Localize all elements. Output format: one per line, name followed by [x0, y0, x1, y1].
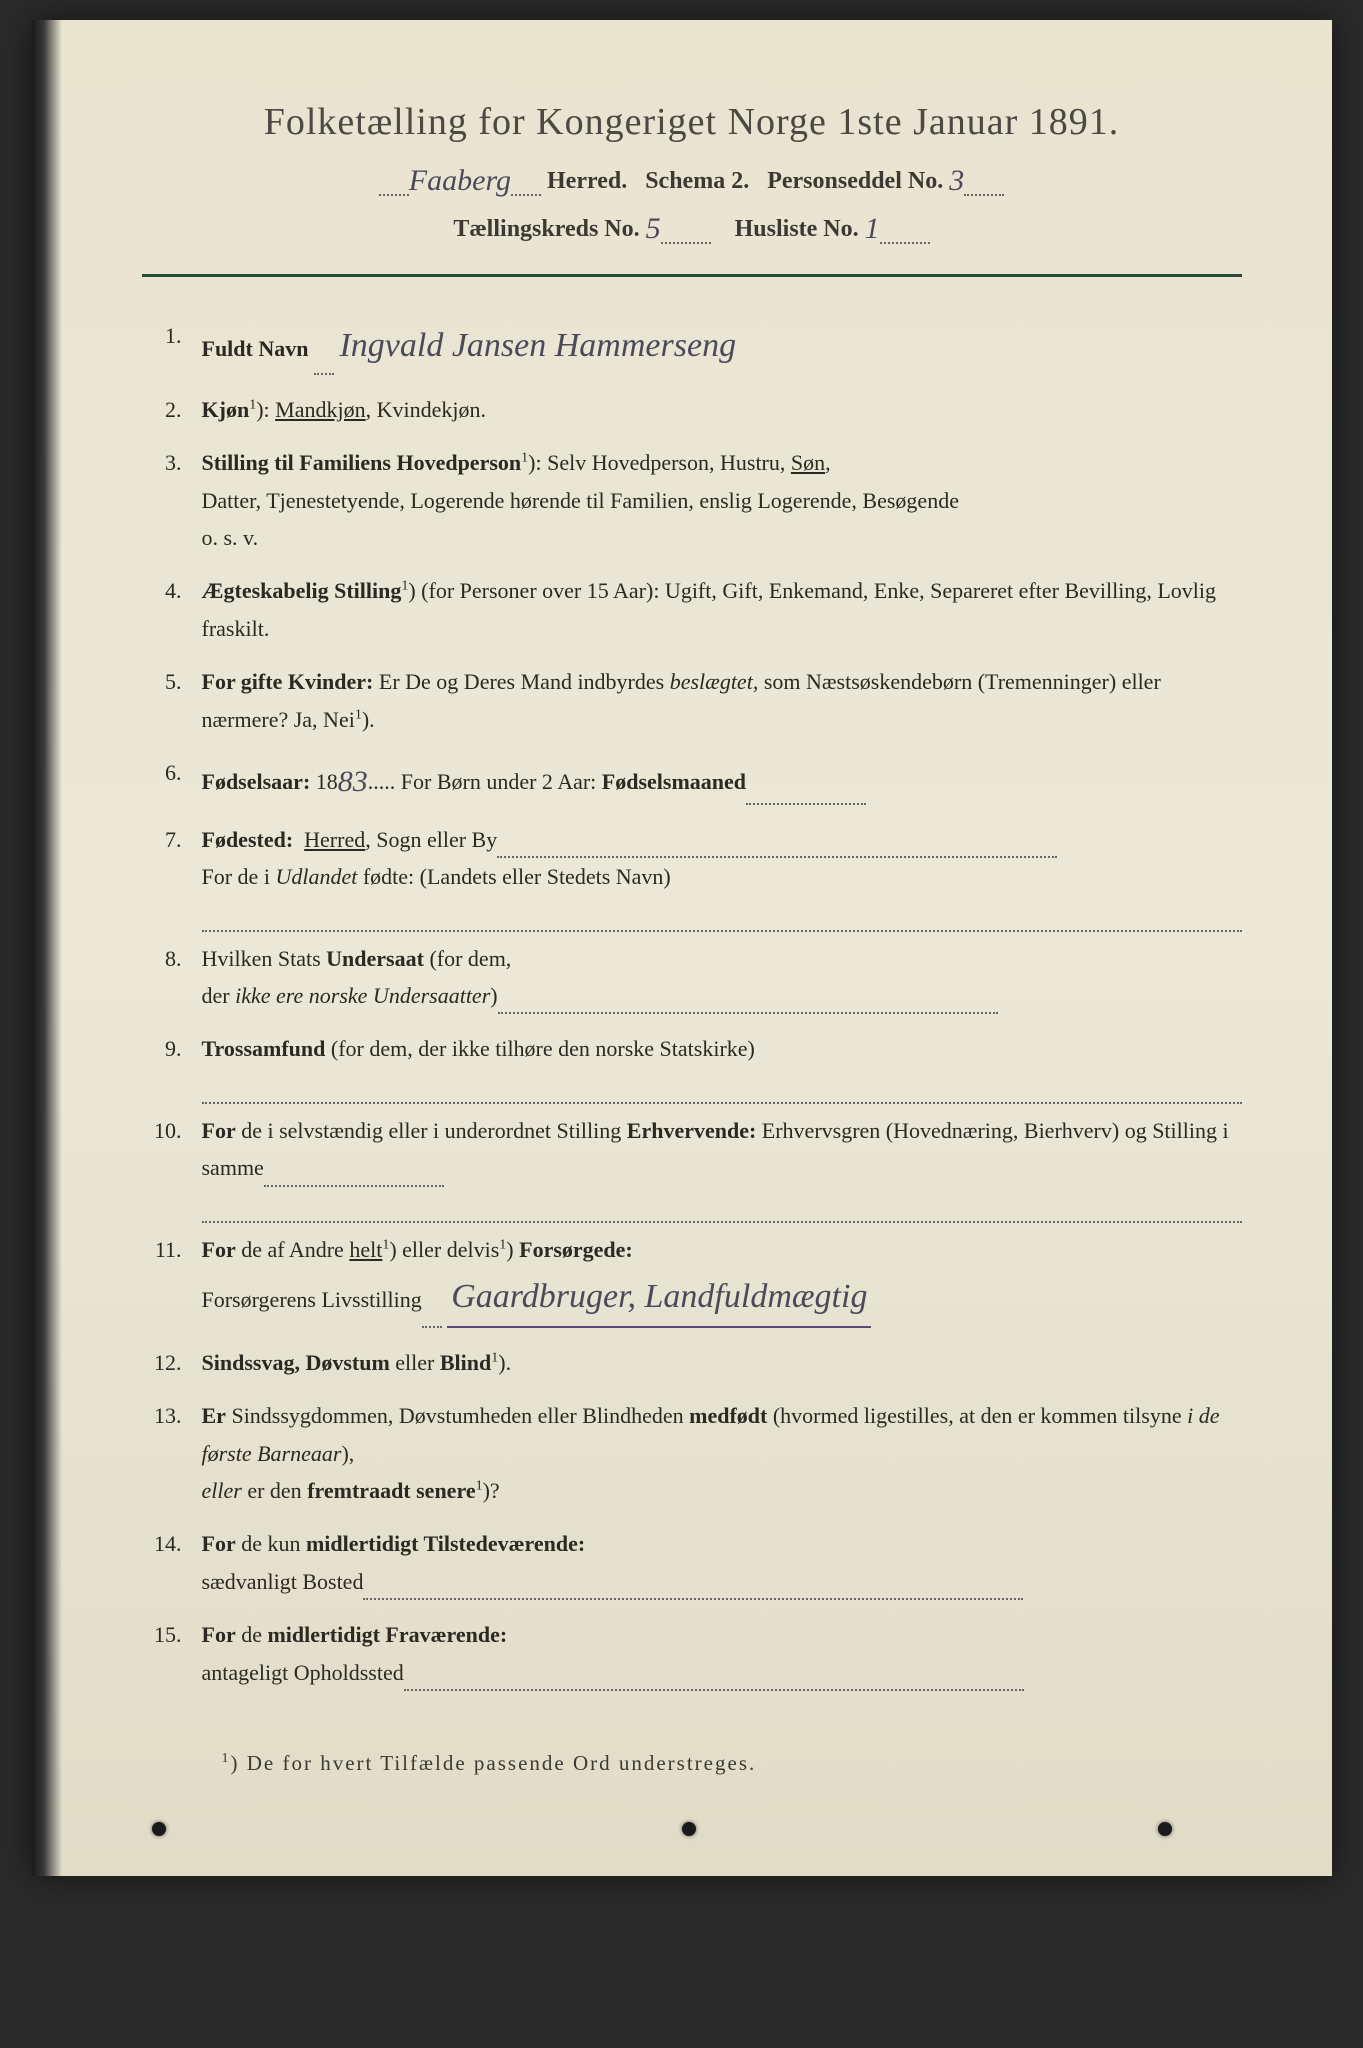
item-num: 6.: [142, 754, 202, 805]
personseddel-label: Personseddel No.: [767, 168, 943, 194]
item-label: Fødselsaar:: [202, 769, 311, 794]
item-label: Fødested:: [202, 827, 294, 852]
item-label: For gifte Kvinder:: [202, 669, 374, 694]
main-title: Folketælling for Kongeriget Norge 1ste J…: [142, 100, 1242, 144]
blank-line: [202, 912, 1242, 932]
scan-hole-icon: [152, 1822, 166, 1836]
item-9: 9. Trossamfund (for dem, der ikke tilhør…: [142, 1030, 1242, 1067]
item-15: 15. For de midlertidigt Fraværende: anta…: [142, 1616, 1242, 1691]
item-num: 11.: [142, 1231, 202, 1328]
item-10: 10. For de i selvstændig eller i underor…: [142, 1112, 1242, 1187]
header-row-1: Faaberg Herred. Schema 2. Personseddel N…: [142, 162, 1242, 196]
footnote: 1) De for hvert Tilfælde passende Ord un…: [222, 1751, 1242, 1776]
item-num: 5.: [142, 663, 202, 738]
birthyear-value: 83: [338, 756, 368, 807]
scan-edge: [32, 20, 62, 1876]
item-num: 14.: [142, 1525, 202, 1600]
item-label: Kjøn: [202, 397, 250, 422]
kreds-no: 5: [646, 212, 661, 246]
item-num: 9.: [142, 1030, 202, 1067]
herred-handwritten: Faaberg: [409, 164, 511, 198]
item-label: Ægteskabelig Stilling: [202, 578, 402, 603]
item-num: 7.: [142, 821, 202, 896]
item-13: 13. Er Sindssygdommen, Døvstumheden elle…: [142, 1397, 1242, 1509]
blank-line: [202, 1084, 1242, 1104]
item-num: 3.: [142, 444, 202, 556]
opt-son: Søn: [791, 450, 825, 475]
opt-kvindekjon: Kvindekjøn.: [377, 397, 486, 422]
item-num: 12.: [142, 1344, 202, 1381]
item-num: 10.: [142, 1112, 202, 1187]
item-num: 8.: [142, 940, 202, 1015]
schema-label: Schema 2.: [645, 168, 749, 194]
fullname-value: Ingvald Jansen Hammerseng: [339, 317, 736, 375]
provider-occupation-value: Gaardbruger, Landfuldmægtig: [447, 1268, 871, 1328]
item-label: Stilling til Familiens Hovedperson: [202, 450, 522, 475]
item-3-line3: o. s. v.: [202, 519, 1242, 556]
item-14: 14. For de kun midlertidigt Tilstedevære…: [142, 1525, 1242, 1600]
item-num: 15.: [142, 1616, 202, 1691]
item-7: 7. Fødested: Herred, Sogn eller By For d…: [142, 821, 1242, 896]
divider-rule: [142, 274, 1242, 277]
herred-label: Herred.: [547, 168, 627, 194]
item-label: Trossamfund: [202, 1036, 326, 1061]
item-num: 1.: [142, 317, 202, 375]
husliste-label: Husliste No.: [735, 216, 859, 242]
husliste-no: 1: [865, 212, 880, 246]
item-6: 6. Fødselsaar: 1883..... For Børn under …: [142, 754, 1242, 805]
item-12: 12. Sindssvag, Døvstum eller Blind1).: [142, 1344, 1242, 1381]
item-11: 11. For de af Andre helt1) eller delvis1…: [142, 1231, 1242, 1328]
item-num: 4.: [142, 572, 202, 647]
scan-hole-icon: [1158, 1822, 1172, 1836]
opt-mandkjon: Mandkjøn: [275, 397, 365, 422]
item-3: 3. Stilling til Familiens Hovedperson1):…: [142, 444, 1242, 556]
item-1: 1. Fuldt Navn Ingvald Jansen Hammerseng: [142, 317, 1242, 375]
opt-herred: Herred: [304, 827, 365, 852]
header-row-2: Tællingskreds No. 5 Husliste No. 1: [142, 210, 1242, 244]
item-2: 2. Kjøn1): Mandkjøn, Kvindekjøn.: [142, 391, 1242, 428]
item-8: 8. Hvilken Stats Undersaat (for dem, der…: [142, 940, 1242, 1015]
kreds-label: Tællingskreds No.: [453, 216, 639, 242]
item-5: 5. For gifte Kvinder: Er De og Deres Man…: [142, 663, 1242, 738]
item-num: 2.: [142, 391, 202, 428]
item-label: Fuldt Navn: [202, 336, 309, 361]
item-4: 4. Ægteskabelig Stilling1) (for Personer…: [142, 572, 1242, 647]
personseddel-no: 3: [949, 164, 964, 198]
scan-hole-icon: [682, 1822, 696, 1836]
blank-line: [202, 1203, 1242, 1223]
item-3-line2: Datter, Tjenestetyende, Logerende hørend…: [202, 482, 1242, 519]
census-form-page: Folketælling for Kongeriget Norge 1ste J…: [32, 20, 1332, 1876]
item-num: 13.: [142, 1397, 202, 1509]
